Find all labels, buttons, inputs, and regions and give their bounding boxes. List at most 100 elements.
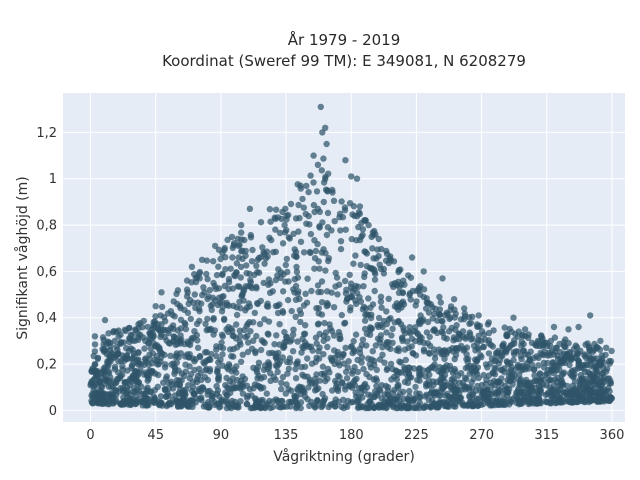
data-point — [126, 382, 133, 389]
data-point — [598, 381, 606, 389]
data-point — [531, 396, 538, 404]
data-point — [412, 302, 419, 309]
data-point — [302, 290, 309, 297]
data-point — [583, 378, 591, 385]
data-point — [606, 388, 613, 395]
data-point — [401, 346, 409, 353]
data-point — [267, 218, 274, 225]
data-point — [337, 227, 344, 234]
data-point — [365, 295, 372, 302]
data-point — [495, 360, 503, 367]
data-point — [422, 393, 429, 400]
data-point — [488, 402, 496, 409]
data-point — [173, 290, 180, 298]
data-point — [281, 343, 288, 351]
data-point — [211, 242, 219, 250]
data-point — [225, 275, 233, 283]
data-point — [264, 253, 271, 260]
data-point — [283, 338, 290, 345]
data-point — [182, 325, 190, 333]
data-point — [395, 268, 402, 276]
data-point — [256, 320, 264, 328]
data-point — [570, 374, 577, 381]
data-point — [187, 315, 194, 323]
data-point — [274, 368, 281, 376]
data-point — [293, 268, 301, 275]
data-point — [429, 363, 436, 370]
data-point — [402, 356, 409, 364]
data-point — [353, 375, 360, 382]
data-point — [306, 221, 313, 228]
data-point — [124, 393, 131, 400]
data-point — [388, 332, 395, 339]
data-point — [198, 376, 205, 384]
data-point — [400, 324, 407, 331]
data-point — [435, 310, 443, 318]
data-point — [123, 352, 131, 359]
data-point — [132, 399, 140, 406]
data-point — [142, 337, 149, 344]
data-point — [236, 298, 243, 306]
data-point — [586, 392, 593, 400]
data-point — [440, 367, 447, 375]
data-point — [409, 349, 416, 357]
data-point — [314, 161, 322, 168]
data-point — [347, 280, 355, 287]
data-point — [183, 293, 191, 300]
data-point — [294, 290, 301, 298]
data-point — [538, 333, 545, 340]
data-point — [292, 365, 299, 373]
data-point — [218, 308, 226, 315]
data-point — [150, 321, 157, 329]
data-point — [205, 403, 213, 410]
data-point — [600, 395, 607, 403]
data-point — [447, 399, 454, 407]
chart-title: År 1979 - 2019 — [288, 30, 401, 49]
data-point — [342, 157, 349, 164]
data-point — [383, 366, 390, 374]
data-point — [531, 372, 538, 379]
data-point — [361, 317, 369, 324]
data-point — [223, 299, 230, 307]
data-point — [606, 397, 613, 404]
data-point — [149, 360, 156, 367]
data-point — [322, 267, 329, 274]
data-point — [254, 364, 262, 371]
x-tick-label: 270 — [469, 428, 494, 443]
data-point — [278, 379, 285, 387]
data-point — [353, 237, 360, 244]
data-point — [581, 352, 588, 359]
data-point — [581, 398, 588, 406]
data-point — [367, 325, 374, 332]
data-point — [236, 338, 243, 346]
data-point — [330, 304, 338, 311]
data-point — [230, 242, 238, 249]
data-point — [203, 270, 210, 278]
data-point — [567, 354, 575, 361]
data-point — [480, 343, 487, 350]
data-point — [210, 258, 217, 265]
data-point — [399, 298, 407, 305]
data-point — [243, 270, 250, 277]
data-point — [500, 340, 507, 347]
data-point — [587, 312, 594, 319]
data-point — [323, 231, 331, 239]
data-point — [503, 349, 510, 356]
data-point — [387, 257, 394, 264]
x-tick-label: 315 — [534, 428, 559, 443]
data-point — [310, 201, 318, 209]
data-point — [174, 403, 182, 410]
y-tick-label: 1,2 — [36, 126, 57, 141]
data-point — [130, 374, 137, 381]
data-point — [334, 348, 342, 356]
data-point — [272, 302, 280, 310]
data-point — [490, 327, 497, 334]
data-point — [91, 333, 99, 340]
data-point — [222, 266, 229, 273]
data-point — [115, 350, 122, 357]
data-point — [589, 348, 597, 355]
data-point — [367, 304, 374, 311]
data-point — [302, 210, 309, 218]
data-point — [472, 368, 480, 375]
data-point — [294, 358, 301, 365]
